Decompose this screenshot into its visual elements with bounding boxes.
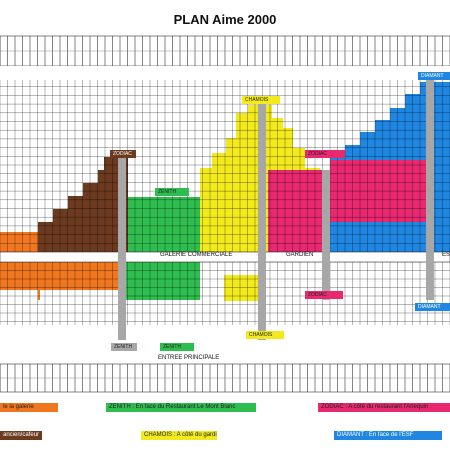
stairwell-column bbox=[258, 98, 266, 340]
legend-item: CHAMOIS : A côté du gardien bbox=[141, 431, 217, 440]
unit-block-yellow bbox=[200, 168, 212, 252]
legend-item: ZODIAC : A côté du restaurant l'Arlequin bbox=[318, 403, 450, 412]
tag-zenith-green: ZENITH bbox=[160, 343, 194, 351]
tag-zenith-lower: ZENITH bbox=[111, 343, 137, 351]
unit-block-yellow bbox=[226, 138, 236, 252]
stairwell-column bbox=[118, 158, 126, 340]
stairwell-column bbox=[322, 170, 330, 300]
unit-block-brown bbox=[68, 196, 83, 252]
tag-zodiac: ZODIAC bbox=[305, 150, 345, 158]
legend-item: DIAMANT : En face de l'ESF bbox=[334, 431, 442, 440]
unit-block-brown bbox=[53, 209, 68, 252]
corridor bbox=[0, 251, 450, 263]
zone-label-es: ES bbox=[442, 252, 450, 258]
unit-block-brown bbox=[38, 222, 53, 252]
tag-chamois-lower: CHAMOIS bbox=[246, 331, 284, 339]
tag-diamant: DIAMANT bbox=[418, 72, 450, 80]
tag-zodiac-brown: ZODIAC bbox=[110, 150, 136, 158]
legend-item: ancien/cafeur bbox=[0, 431, 42, 440]
sky bbox=[0, 66, 450, 80]
legend-item: ZENITH : En face du Restaurant Le Mont B… bbox=[106, 403, 256, 412]
unit-block-green bbox=[128, 197, 145, 252]
plan-title: PLAN Aime 2000 bbox=[173, 12, 277, 27]
tag-chamois: CHAMOIS bbox=[242, 96, 280, 104]
stairwell-column bbox=[426, 78, 434, 300]
zone-label-entree: ENTREE PRINCIPALE bbox=[158, 355, 220, 361]
unit-block-green bbox=[120, 262, 200, 300]
unit-block-yellow bbox=[248, 105, 258, 252]
unit-block-orange bbox=[0, 246, 38, 252]
zone-label-gardien: GARDIEN bbox=[286, 252, 314, 258]
tag-zodiac-lower: ZODIAC bbox=[305, 291, 343, 299]
unit-block-pink bbox=[268, 170, 322, 248]
unit-block-brown bbox=[83, 183, 98, 252]
zone-label-galerie: GALERIE COMMERCIALE bbox=[160, 252, 233, 258]
tag-zenith: ZENITH bbox=[155, 188, 189, 196]
unit-block-yellow bbox=[224, 275, 262, 301]
unit-block-yellow bbox=[212, 153, 226, 252]
tag-diamant-lower: DIAMANT bbox=[415, 303, 450, 311]
unit-block-blue bbox=[330, 222, 426, 248]
legend-item: le la galerie bbox=[0, 403, 58, 412]
